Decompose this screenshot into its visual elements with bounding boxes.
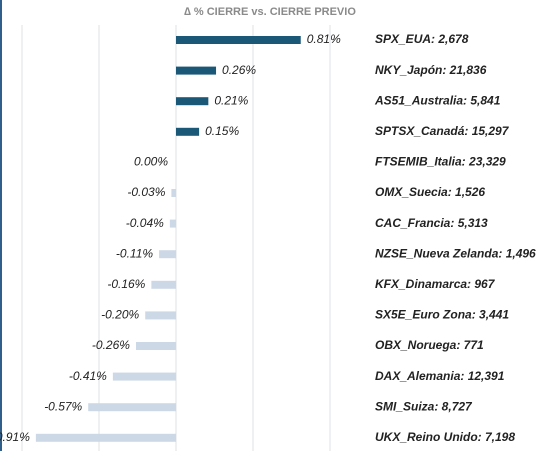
bar bbox=[35, 433, 176, 442]
bar bbox=[176, 97, 209, 106]
value-label: 0.00% bbox=[134, 155, 168, 169]
bar bbox=[171, 189, 176, 197]
value-label: 0.21% bbox=[214, 93, 248, 107]
value-label: 0.15% bbox=[205, 124, 239, 138]
value-label: -0.16% bbox=[107, 277, 145, 291]
category-label: UKX_Reino Unido: 7,198 bbox=[375, 430, 515, 444]
value-label: -0.57% bbox=[44, 399, 82, 413]
value-label: -0.91% bbox=[0, 430, 30, 444]
bar bbox=[176, 66, 217, 75]
category-label: FTSEMIB_Italia: 23,329 bbox=[375, 155, 506, 169]
category-label: SX5E_Euro Zona: 3,441 bbox=[375, 308, 509, 322]
category-label: SMI_Suiza: 8,727 bbox=[375, 399, 473, 413]
category-label: SPTSX_Canadá: 15,297 bbox=[375, 124, 510, 138]
value-label: -0.20% bbox=[101, 308, 139, 322]
bar bbox=[169, 219, 176, 228]
category-label: OMX_Suecia: 1,526 bbox=[375, 185, 485, 199]
category-label: AS51_Australia: 5,841 bbox=[374, 93, 501, 107]
category-label: DAX_Alemania: 12,391 bbox=[375, 369, 505, 383]
category-label: OBX_Noruega: 771 bbox=[375, 338, 484, 352]
chart-title: ∆ % CIERRE vs. CIERRE PREVIO bbox=[184, 6, 356, 18]
value-label: 0.81% bbox=[307, 32, 341, 46]
value-label: -0.03% bbox=[127, 185, 165, 199]
value-label: 0.26% bbox=[222, 63, 256, 77]
category-label: NZSE_Nueva Zelanda: 1,496 bbox=[375, 246, 536, 260]
bar bbox=[135, 342, 176, 350]
bar bbox=[145, 311, 176, 320]
category-label: CAC_Francia: 5,313 bbox=[375, 216, 488, 230]
bar bbox=[159, 250, 176, 259]
value-label: -0.26% bbox=[92, 338, 130, 352]
bar bbox=[176, 36, 301, 44]
category-label: KFX_Dinamarca: 967 bbox=[375, 277, 496, 291]
category-label: SPX_EUA: 2,678 bbox=[375, 32, 469, 46]
value-label: -0.04% bbox=[126, 216, 164, 230]
value-label: -0.41% bbox=[69, 369, 107, 383]
bar bbox=[112, 372, 176, 381]
bar bbox=[176, 127, 200, 136]
bar bbox=[151, 280, 176, 289]
category-label: NKY_Japón: 21,836 bbox=[375, 63, 487, 77]
left-border bbox=[0, 0, 2, 451]
bar bbox=[88, 403, 176, 412]
value-label: -0.11% bbox=[116, 246, 153, 260]
